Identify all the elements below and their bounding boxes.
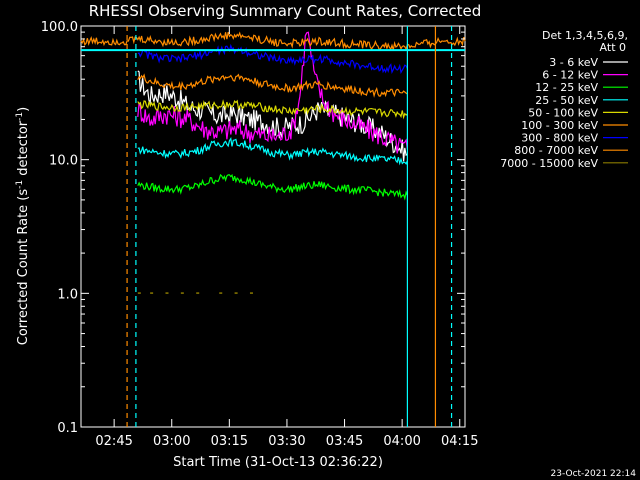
x-tick-label-04-00: 04:00	[383, 434, 420, 449]
series-point-7000-15000-kev-3	[180, 292, 184, 294]
x-axis-label: Start Time (31-Oct-13 02:36:22)	[173, 455, 383, 470]
y-tick-label-10-0: 10.0	[49, 154, 78, 169]
series-line-25-50-kev	[137, 136, 408, 166]
axis-layer: 0.1 1.0 10.0 100.0 02:45 03:00 03:15 03:30 03:45…	[41, 20, 479, 449]
legend-label-3-6-kev: 3 - 6 keV	[549, 56, 598, 69]
legend-label-7000-15000-kev: 7000 - 15000 keV	[500, 157, 598, 170]
series-line-800-7000-kev	[80, 31, 466, 51]
series-point-7000-15000-kev-4	[196, 292, 200, 294]
legend-label-6-12-kev: 6 - 12 keV	[542, 69, 598, 82]
plot-frame	[80, 25, 466, 428]
series-point-7000-15000-kev-7	[249, 292, 253, 294]
x-tick-label-04-15: 04:15	[441, 434, 478, 449]
series-point-7000-15000-kev-2	[165, 292, 169, 294]
series-point-7000-15000-kev-0	[137, 292, 141, 294]
series-line-50-100-kev	[137, 99, 408, 120]
generation-timestamp: 23-Oct-2021 22:14	[551, 469, 637, 479]
legend-label-800-7000-kev: 800 - 7000 keV	[514, 144, 598, 157]
series-point-7000-15000-kev-6	[234, 292, 238, 294]
x-tick-label-03-00: 03:00	[153, 434, 190, 449]
series-point-7000-15000-kev-1	[150, 292, 154, 294]
legend-header-attenuator: Att 0	[600, 41, 626, 54]
legend-label-12-25-kev: 12 - 25 keV	[535, 81, 598, 94]
series-line-6-12-kev	[137, 31, 408, 154]
x-tick-label-03-30: 03:30	[268, 434, 305, 449]
legend-label-100-300-kev: 100 - 300 keV	[521, 119, 598, 132]
series-point-7000-15000-kev-5	[219, 292, 223, 294]
legend-label-25-50-kev: 25 - 50 keV	[535, 94, 598, 107]
y-tick-label-1-0: 1.0	[57, 287, 78, 302]
series-line-12-25-kev	[137, 173, 408, 201]
y-tick-label-100-0: 100.0	[41, 20, 78, 35]
marker-layer	[81, 26, 465, 427]
y-axis-label: Corrected Count Rate (s-1 detector-1)	[15, 107, 31, 345]
y-tick-label-0-1: 0.1	[57, 421, 78, 436]
series-layer	[80, 31, 466, 294]
chart-title: RHESSI Observing Summary Count Rates, Co…	[89, 2, 482, 20]
series-line-100-300-kev	[137, 73, 408, 98]
legend-label-50-100-kev: 50 - 100 keV	[528, 106, 598, 119]
series-line-300-800-kev	[137, 43, 408, 75]
x-tick-label-03-45: 03:45	[326, 434, 363, 449]
x-tick-label-02-45: 02:45	[95, 434, 132, 449]
legend-label-300-800-kev: 300 - 800 keV	[521, 132, 598, 145]
x-tick-label-03-15: 03:15	[211, 434, 248, 449]
legend-header-detectors: Det 1,3,4,5,6,9,	[542, 29, 628, 42]
